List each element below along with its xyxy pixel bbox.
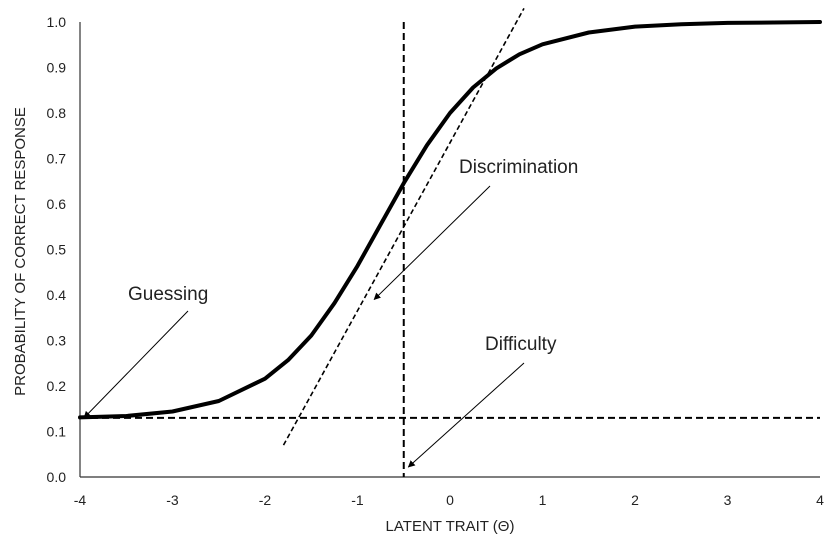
reference-lines <box>80 7 820 477</box>
y-tick-label: 0.9 <box>47 60 67 76</box>
y-axis-title: PROBABILITY OF CORRECT RESPONSE <box>12 107 29 396</box>
axes: 0.0 0.1 0.2 0.3 0.4 0.5 0.6 0.7 0.8 0.9 1.0 -4 -3 -2 -… <box>47 14 825 508</box>
y-tick-label: 0.1 <box>47 424 67 440</box>
x-tick-label: 1 <box>539 492 547 508</box>
y-tick-label: 0.5 <box>47 242 67 258</box>
y-tick-label: 0.3 <box>47 333 67 349</box>
discrimination-annotation-label: Discrimination <box>459 157 578 178</box>
x-tick-label: -1 <box>351 492 364 508</box>
y-tick-label: 0.7 <box>47 151 67 167</box>
x-tick-label: -4 <box>74 492 87 508</box>
x-axis-title: LATENT TRAIT (Θ) <box>386 518 515 535</box>
discrimination-tangent-line <box>282 7 525 446</box>
y-tick-label: 0.4 <box>47 287 67 303</box>
guessing-annotation-label: Guessing <box>128 284 208 305</box>
discrimination-annotation-arrow <box>373 185 491 301</box>
y-tick-label: 0.2 <box>47 378 67 394</box>
difficulty-annotation-arrow <box>407 362 525 468</box>
icc-curve <box>78 20 822 420</box>
x-tick-label: 0 <box>446 492 454 508</box>
x-tick-label: -3 <box>166 492 179 508</box>
series <box>78 20 822 420</box>
y-tick-label: 0.6 <box>47 196 67 212</box>
y-tick-label: 0.8 <box>47 105 67 121</box>
y-tick-label: 1.0 <box>47 14 67 30</box>
y-tick-label: 0.0 <box>47 469 67 485</box>
x-tick-label: 3 <box>724 492 732 508</box>
x-tick-label: 4 <box>816 492 824 508</box>
guessing-annotation-arrow <box>83 310 189 419</box>
x-tick-label: -2 <box>259 492 272 508</box>
x-tick-label: 2 <box>631 492 639 508</box>
annotations: Guessing Discrimination Difficulty <box>83 157 578 468</box>
difficulty-annotation-label: Difficulty <box>485 334 557 355</box>
